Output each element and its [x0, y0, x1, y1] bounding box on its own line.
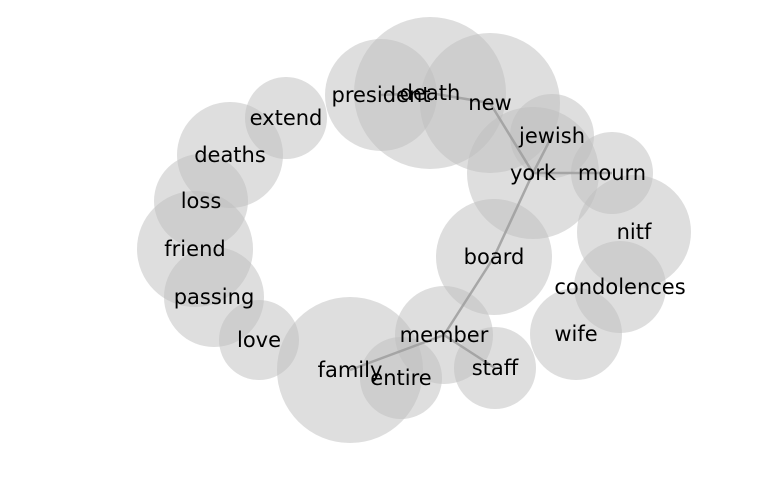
edge-jewish-york: [531, 135, 554, 174]
node-label-love: love: [237, 328, 281, 352]
edge-death-new: [429, 91, 491, 105]
node-label-mourn: mourn: [578, 161, 646, 185]
node-label-passing: passing: [174, 285, 255, 309]
edge-board-member: [442, 256, 496, 336]
node-label-wife: wife: [554, 322, 597, 346]
node-label-friend: friend: [164, 237, 225, 261]
node-label-board: board: [464, 245, 525, 269]
node-label-staff: staff: [472, 356, 519, 380]
node-label-condolences: condolences: [554, 275, 685, 299]
node-label-new: new: [468, 91, 511, 115]
edge-member-staff: [443, 333, 496, 370]
edge-member-family: [349, 333, 445, 372]
edge-new-york: [488, 102, 535, 174]
node-label-loss: loss: [181, 189, 222, 213]
node-label-nitf: nitf: [617, 220, 652, 244]
node-label-family: family: [318, 358, 383, 382]
node-label-deaths: deaths: [194, 143, 266, 167]
node-label-jewish: jewish: [518, 124, 585, 148]
bubble-wife: [530, 288, 622, 380]
node-label-york: york: [510, 161, 557, 185]
node-label-death: death: [400, 81, 461, 105]
node-label-president: president: [332, 83, 431, 107]
node-label-extend: extend: [250, 106, 323, 130]
edge-president-death: [380, 91, 431, 97]
node-label-member: member: [400, 323, 489, 347]
node-label-entire: entire: [370, 366, 431, 390]
edge-york-board: [492, 172, 535, 258]
edges-layer: [349, 91, 612, 372]
